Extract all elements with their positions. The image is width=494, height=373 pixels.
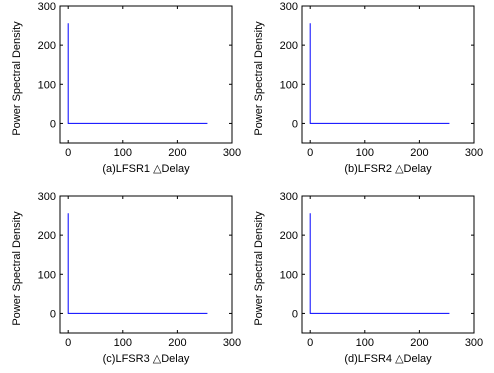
series-line [309, 213, 450, 314]
chart-panel-4: 0 100 200 300 0 100 200 300 (d)LFSR4 △Delay Power… [253, 191, 483, 365]
x-tick-label: 100 [356, 147, 374, 159]
x-tick-label: 300 [223, 337, 241, 349]
y-tick-label: 100 [38, 79, 56, 91]
y-tick-label: 0 [292, 308, 298, 320]
x-tick-label: 200 [410, 337, 428, 349]
x-axis-label: (b)LFSR2 △Delay [344, 163, 432, 175]
series-line [309, 23, 450, 124]
x-tick-label: 100 [356, 337, 374, 349]
y-tick-label: 300 [38, 191, 56, 203]
plot-frame [301, 195, 475, 334]
y-axis-label: Power Spectral Density [11, 21, 23, 136]
series-line [67, 23, 208, 124]
y-tick-label: 200 [280, 230, 298, 242]
x-tick-label: 200 [168, 337, 186, 349]
y-tick-label: 300 [38, 1, 56, 13]
x-tick-label: 100 [114, 147, 132, 159]
y-tick-label: 100 [280, 79, 298, 91]
x-tick-label: 200 [168, 147, 186, 159]
chart-panel-3: 0 100 200 300 0 100 200 300 (c)LFSR3 △Delay Power… [11, 191, 241, 365]
y-axis-label: Power Spectral Density [253, 21, 265, 136]
x-tick-label: 300 [465, 337, 483, 349]
y-tick-label: 300 [280, 1, 298, 13]
y-tick-label: 0 [292, 118, 298, 130]
x-tick-label: 200 [410, 147, 428, 159]
chart-panel-2: 0 100 200 300 0 100 200 300 (b)LFSR2 △Delay Power… [253, 1, 483, 175]
x-tick-label: 100 [114, 337, 132, 349]
plot-frame [301, 5, 475, 144]
x-tick-label: 300 [465, 147, 483, 159]
x-tick-label: 0 [307, 337, 313, 349]
chart-panel-1: 0 100 200 300 0 100 200 300 (a)LFSR1 △Delay Power… [11, 1, 241, 175]
y-tick-label: 200 [38, 40, 56, 52]
y-tick-label: 0 [50, 118, 56, 130]
x-axis-label: (d)LFSR4 △Delay [344, 353, 432, 365]
plot-frame [59, 195, 233, 334]
x-tick-label: 0 [65, 147, 71, 159]
y-tick-label: 200 [38, 230, 56, 242]
y-axis-label: Power Spectral Density [253, 211, 265, 326]
x-tick-label: 0 [307, 147, 313, 159]
y-tick-label: 100 [38, 269, 56, 281]
y-tick-label: 100 [280, 269, 298, 281]
y-tick-label: 0 [50, 308, 56, 320]
x-axis-label: (a)LFSR1 △Delay [102, 163, 190, 175]
x-tick-label: 300 [223, 147, 241, 159]
series-line [67, 213, 208, 314]
x-tick-label: 0 [65, 337, 71, 349]
y-axis-label: Power Spectral Density [11, 211, 23, 326]
y-tick-label: 200 [280, 40, 298, 52]
y-tick-label: 300 [280, 191, 298, 203]
x-axis-label: (c)LFSR3 △Delay [103, 353, 190, 365]
plot-frame [59, 5, 233, 144]
